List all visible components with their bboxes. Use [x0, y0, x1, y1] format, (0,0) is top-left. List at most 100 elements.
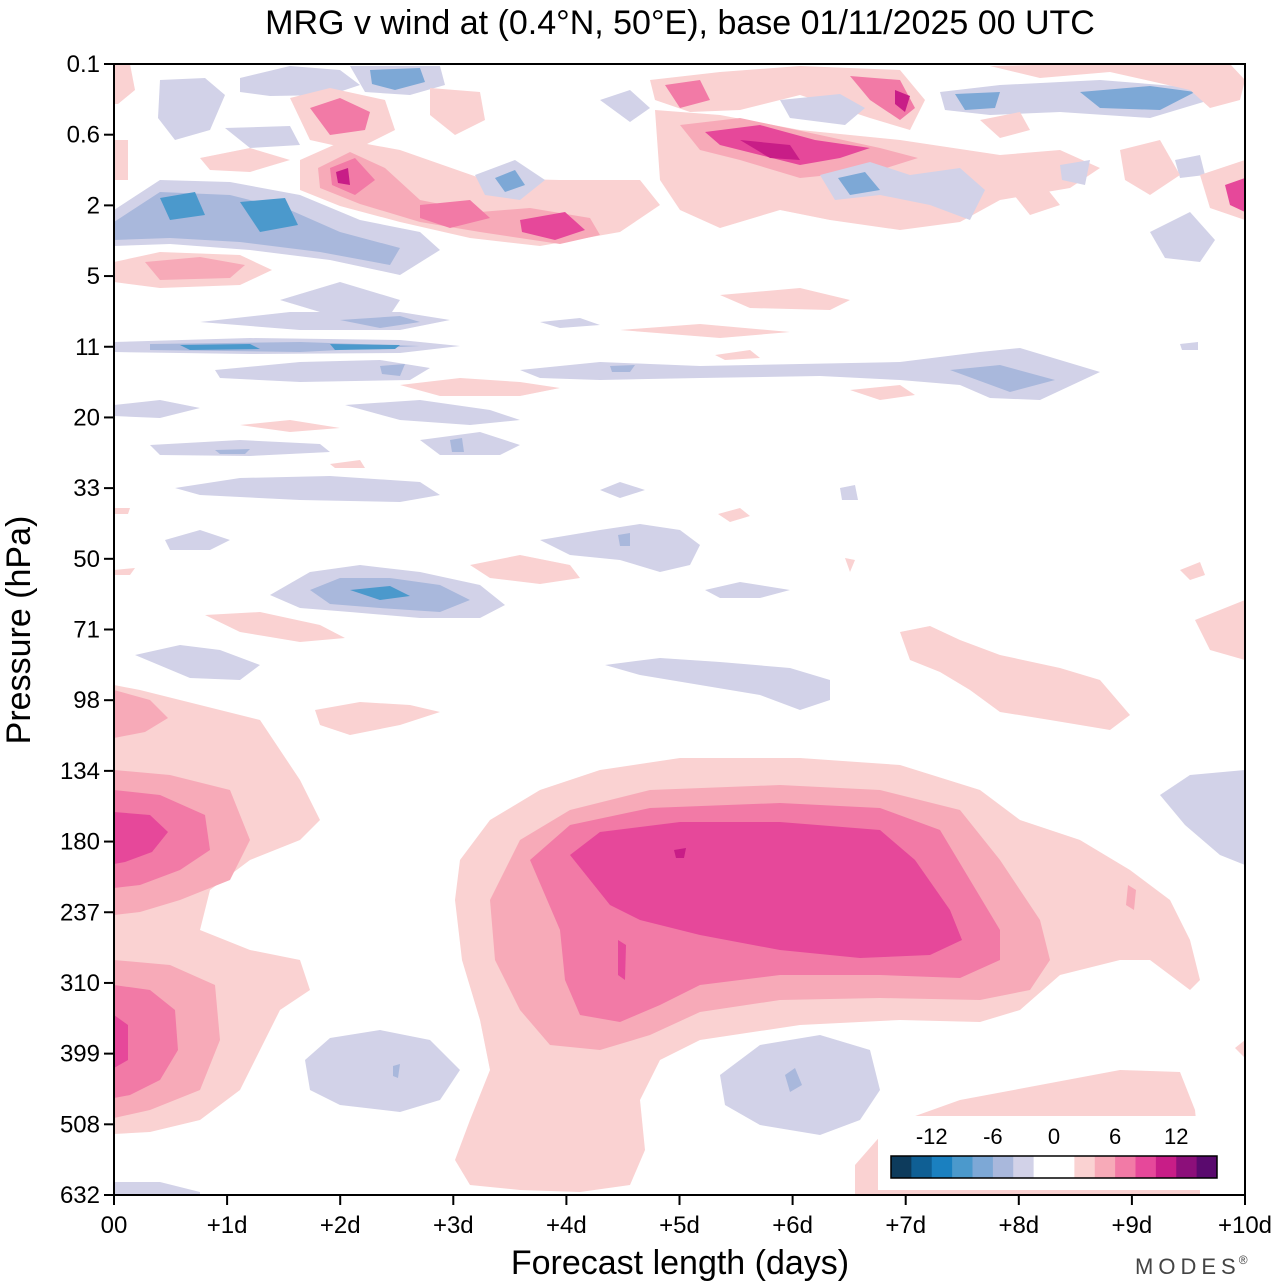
colorbar-swatch — [1074, 1156, 1096, 1178]
contour-positive-dark — [336, 168, 350, 185]
contour-negative-light — [1160, 770, 1245, 865]
contour-negative-light — [305, 1030, 460, 1112]
contour-negative-light — [780, 94, 865, 125]
contour-negative-light — [158, 78, 225, 140]
contour-positive-light — [1235, 1040, 1245, 1058]
contour-positive-light — [205, 612, 345, 642]
contour-negative-light — [600, 90, 650, 122]
colorbar-swatch — [1135, 1156, 1157, 1178]
contour-positive-light — [400, 378, 560, 396]
contour-positive-dark — [114, 1015, 128, 1068]
contour-positive-dark — [618, 940, 626, 980]
contour-negative-mid — [955, 92, 1000, 110]
contour-negative-mid — [495, 170, 525, 192]
modes-logo: MODES® — [1135, 1253, 1248, 1279]
contour-negative-light — [225, 126, 300, 148]
colorbar-swatch — [931, 1156, 953, 1178]
contour-negative-mid — [393, 1064, 400, 1078]
x-tick-label: +6d — [772, 1212, 813, 1239]
contour-negative-mid — [838, 172, 880, 195]
contour-negative-mid — [1080, 86, 1195, 110]
contour-positive-light — [114, 140, 128, 180]
contour-positive-mid — [665, 80, 710, 108]
modes-logo-text: MODES — [1135, 1254, 1241, 1279]
y-tick-label: 237 — [60, 899, 100, 926]
y-tick-label: 33 — [73, 475, 100, 502]
contour-positive-light — [620, 324, 790, 338]
colorbar-swatch — [911, 1156, 933, 1178]
contour-positive-mid — [330, 158, 375, 195]
y-tick-label: 508 — [60, 1111, 100, 1138]
colorbar-tick-label: -6 — [983, 1124, 1003, 1149]
contour-positive-light — [720, 288, 850, 310]
colorbar-swatch — [1155, 1156, 1177, 1178]
y-tick-label: 0.6 — [67, 122, 100, 149]
y-tick-label: 11 — [75, 334, 100, 361]
contour-negative-light — [605, 658, 830, 710]
colorbar-legend: -12 -6 0 6 12 — [878, 1116, 1233, 1190]
contour-positive-mid — [520, 212, 585, 240]
colorbar-swatch — [1094, 1156, 1116, 1178]
x-tick-label: +10d — [1218, 1212, 1272, 1239]
contour-negative-mid — [215, 449, 250, 454]
contour-negative-mid — [160, 192, 205, 220]
chart-title: MRG v wind at (0.4°N, 50°E), base 01/11/… — [265, 4, 1095, 42]
contour-positive-light — [114, 508, 130, 514]
colorbar-swatch — [992, 1156, 1014, 1178]
x-tick-label: +1d — [207, 1212, 248, 1239]
colorbar-tick-label: 12 — [1164, 1124, 1188, 1149]
contour-positive-light — [980, 112, 1030, 138]
contour-negative-light — [345, 400, 520, 425]
contour-negative-light — [135, 645, 260, 680]
colorbar-swatch — [1115, 1156, 1136, 1178]
contour-positive-dark — [114, 812, 168, 864]
contour-negative-mid — [785, 1068, 802, 1092]
contour-negative-dark — [330, 344, 400, 350]
contour-negative-light — [1150, 212, 1215, 262]
colorbar-swatch — [1054, 1156, 1075, 1178]
contour-positive-mid — [1225, 178, 1245, 212]
contour-positive-mid — [114, 690, 168, 738]
y-tick-label: 399 — [60, 1041, 100, 1068]
contour-positive-light — [240, 420, 340, 432]
colorbar-swatch — [1033, 1156, 1055, 1178]
contour-positive-darkest — [674, 848, 686, 858]
contour-positive-light — [900, 626, 1130, 730]
contour-positive-mid — [145, 257, 245, 280]
colorbar-tick-label: 0 — [1048, 1124, 1060, 1149]
contour-positive-mid — [420, 200, 490, 228]
modes-logo-mark: ® — [1239, 1253, 1248, 1267]
contour-negative-light — [175, 476, 440, 502]
contour-positive-light — [1126, 885, 1136, 910]
x-tick-label: +2d — [320, 1212, 361, 1239]
contour-negative-light — [705, 582, 790, 598]
contour-negative-mid — [950, 365, 1055, 392]
contour-negative-mid — [380, 364, 405, 376]
y-tick-label: 50 — [73, 546, 100, 573]
contour-negative-light — [1180, 342, 1198, 350]
y-tick-label: 0.1 — [67, 51, 100, 78]
contour-positive-light — [430, 88, 485, 135]
colorbar-tick-label: -12 — [916, 1124, 948, 1149]
y-axis: 0.1 0.6 2 5 11 20 33 50 71 98 134 180 237 310 399 508 63… — [60, 51, 114, 1209]
y-tick-label: 5 — [87, 263, 100, 290]
contour-positive-light — [1195, 600, 1245, 660]
contour-positive-light — [845, 558, 855, 572]
x-tick-label: 00 — [101, 1212, 128, 1239]
colorbar-swatch — [972, 1156, 994, 1178]
colorbar-swatch — [1013, 1156, 1035, 1178]
contour-positive-light — [850, 385, 915, 400]
contour-field — [114, 64, 1245, 1195]
contour-positive-mid — [114, 985, 178, 1098]
x-tick-label: +7d — [885, 1212, 926, 1239]
contour-negative-light — [114, 1182, 200, 1195]
contour-positive-light — [200, 148, 290, 172]
colorbar-frame — [890, 1155, 1218, 1179]
y-tick-label: 20 — [73, 404, 100, 431]
contour-positive-dark — [895, 90, 910, 112]
contour-negative-light — [520, 348, 1100, 400]
contour-positive-light — [330, 460, 365, 468]
contour-positive-dark — [570, 822, 962, 958]
y-axis-label: Pressure (hPa) — [0, 516, 38, 745]
contour-negative-light — [420, 432, 520, 455]
